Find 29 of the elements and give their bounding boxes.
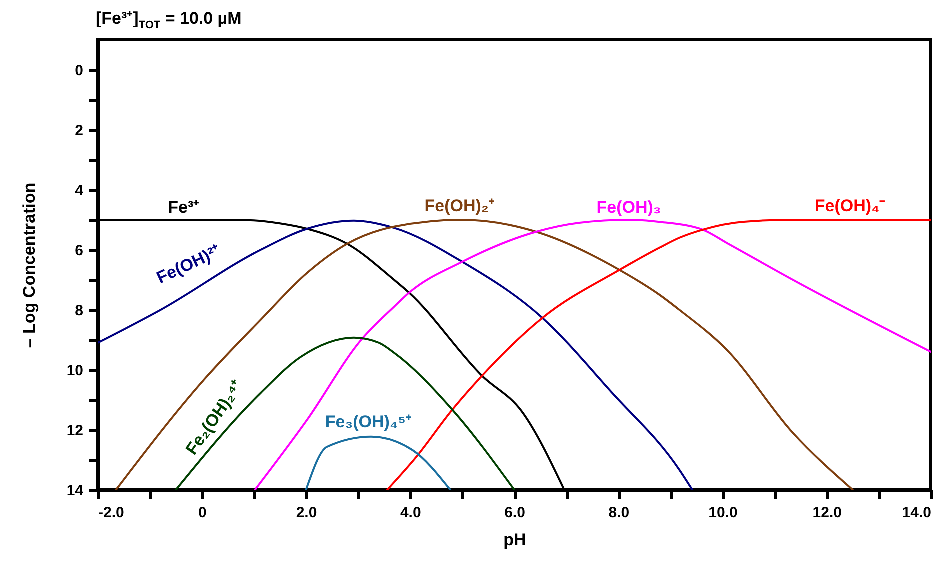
- x-tick-label: 2.0: [296, 504, 318, 522]
- chart-title: [Fe³⁺]$_{TOT}$ = 10.0 µM: [96, 8, 242, 32]
- series-label: Fe³⁺: [168, 198, 200, 217]
- series-label: Fe(OH)₃: [596, 198, 662, 217]
- y-tick-label: 12: [66, 422, 84, 440]
- series-label: Fe(OH)₂⁺: [424, 196, 495, 216]
- y-tick-label: 10: [66, 362, 84, 380]
- x-tick-label: 0: [198, 504, 207, 522]
- x-tick-label: -2.0: [98, 504, 124, 522]
- x-tick-label: 6.0: [504, 504, 526, 522]
- x-tick-label: 12.0: [812, 504, 842, 522]
- y-axis-title: – Log Concentration: [20, 182, 39, 348]
- y-tick-label: 2: [75, 122, 84, 140]
- y-tick-label: 14: [66, 482, 84, 500]
- x-tick-label: 10.0: [708, 504, 738, 522]
- series-label: Fe(OH)₄⁻: [814, 196, 886, 216]
- x-axis-title: pH: [504, 530, 526, 550]
- line-series: [175, 336, 516, 490]
- line-series: [305, 436, 452, 490]
- y-tick-label: 6: [75, 242, 84, 260]
- line-series: [115, 219, 854, 490]
- y-tick-label: 0: [75, 62, 84, 80]
- line-series: [254, 219, 931, 490]
- x-tick-label: 14.0: [902, 504, 932, 522]
- x-tick-label: 8.0: [608, 504, 630, 522]
- x-tick-label: 4.0: [400, 504, 422, 522]
- y-tick-label: 4: [75, 182, 84, 200]
- y-tick-label: 8: [75, 302, 84, 320]
- series-label: Fe₃(OH)₄⁵⁺: [325, 412, 412, 432]
